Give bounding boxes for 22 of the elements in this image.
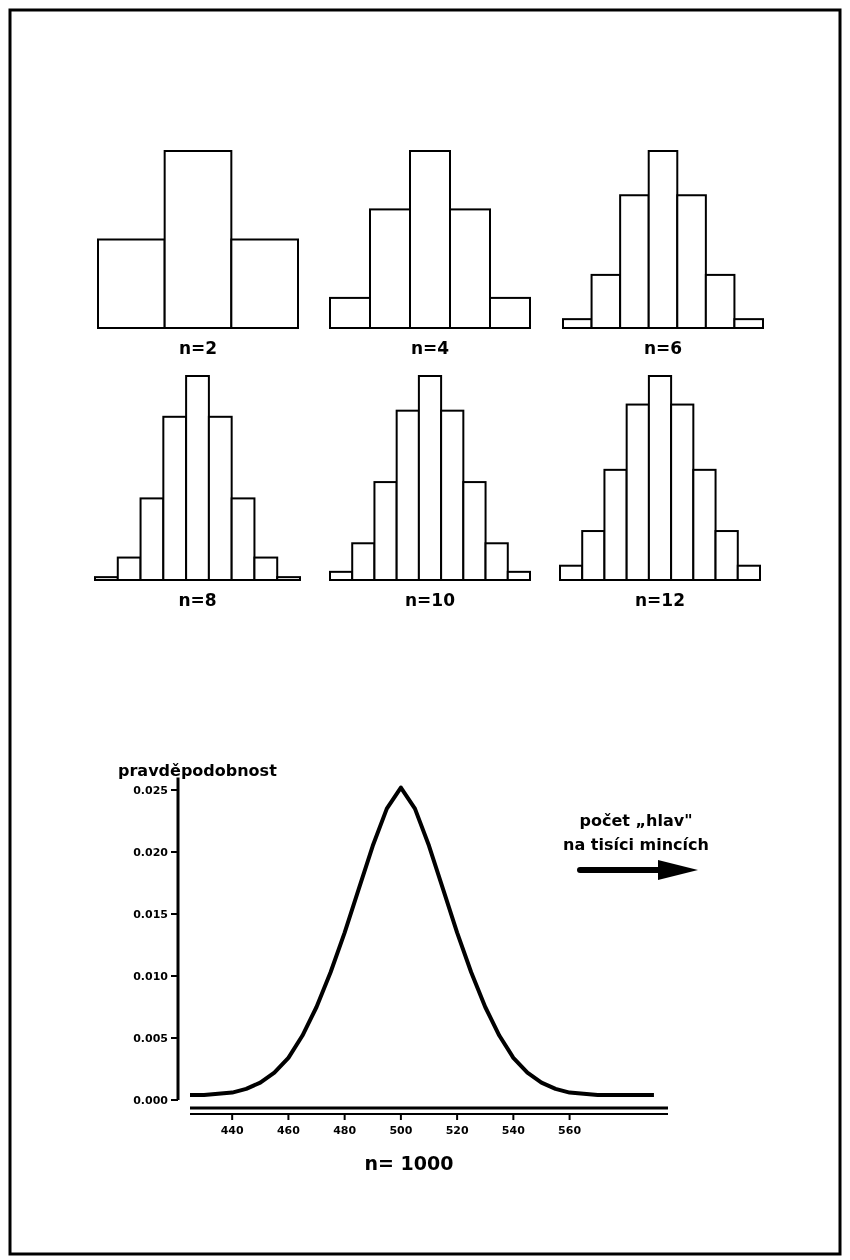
x-tick-label: 440 <box>220 1124 244 1137</box>
x-axis-title: n=8 <box>178 590 217 610</box>
x-axis-title: n=4 <box>410 338 450 358</box>
x-axis-title: n= 1000 <box>364 1152 454 1174</box>
y-tick-label: 0.005 <box>133 1031 168 1045</box>
x-axis-title: n=6 <box>643 338 683 358</box>
x-axis-title: n=10 <box>404 590 456 610</box>
x-axis-title: n=12 <box>634 590 686 610</box>
x-tick-label: 540 <box>501 1124 526 1137</box>
x-tick-label: 500 <box>389 1124 413 1137</box>
x-axis-title: n=2 <box>178 338 218 358</box>
y-tick-label: 0.000 <box>133 1093 169 1107</box>
y-tick-label: 0.025 <box>133 783 168 797</box>
annotation: počet „hlav" na tisíci mincích <box>563 811 709 854</box>
x-tick-label: 460 <box>276 1124 301 1137</box>
x-tick-label: 480 <box>333 1124 357 1137</box>
y-axis-title: pravděpodobnost <box>118 761 278 780</box>
x-tick-label: 560 <box>558 1124 582 1137</box>
y-tick-label: 0.015 <box>133 907 168 921</box>
y-tick-label: 0.020 <box>133 845 169 859</box>
y-tick-label: 0.010 <box>133 969 169 983</box>
x-tick-label: 520 <box>445 1124 469 1137</box>
